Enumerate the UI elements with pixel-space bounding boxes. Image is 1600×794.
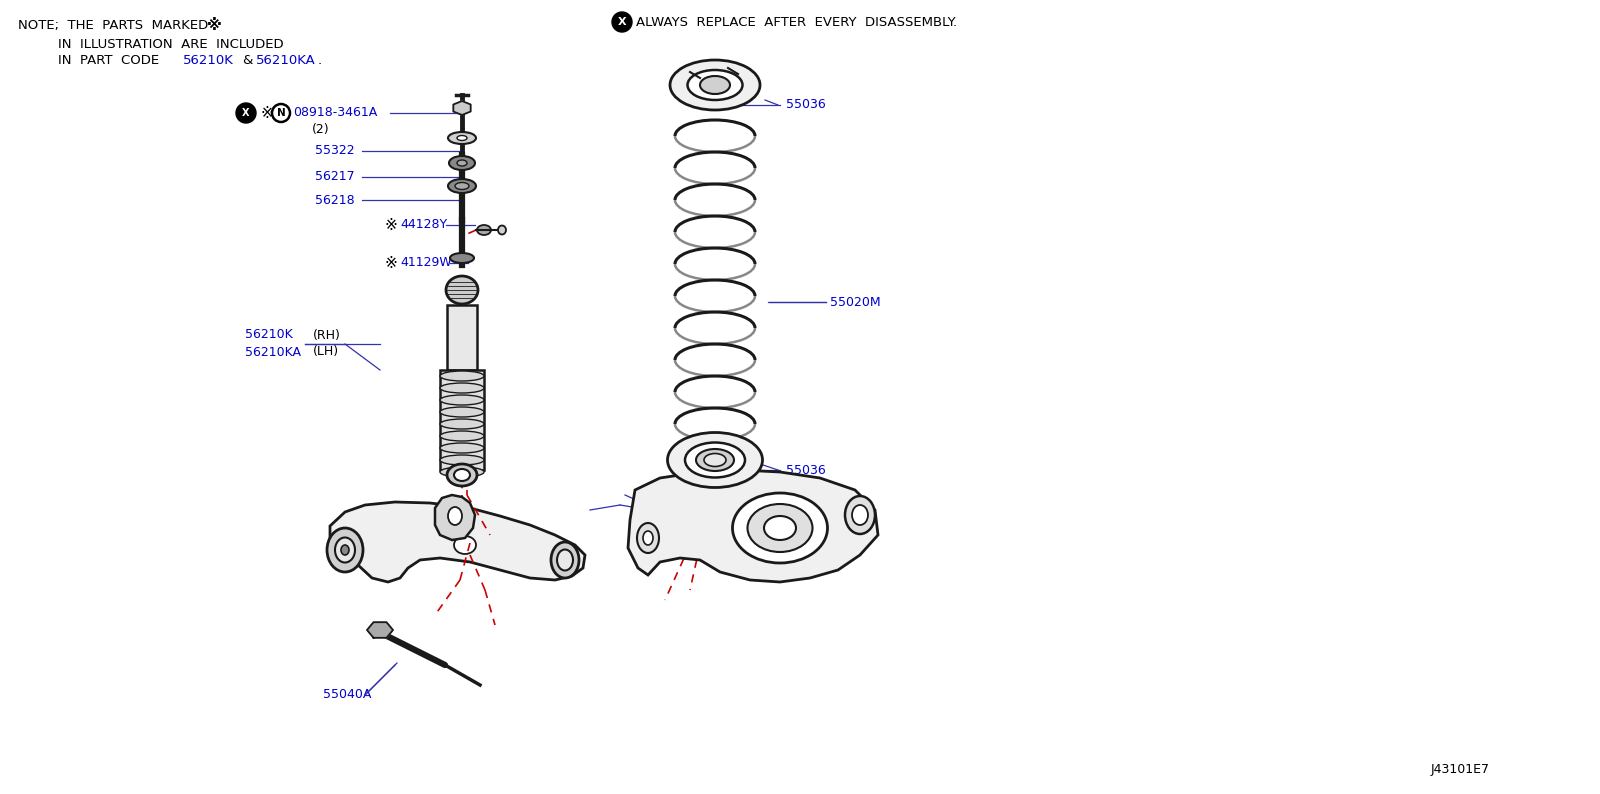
Ellipse shape [448, 179, 477, 193]
Text: ALWAYS  REPLACE  AFTER  EVERY  DISASSEMBLY.: ALWAYS REPLACE AFTER EVERY DISASSEMBLY. [637, 16, 957, 29]
Ellipse shape [733, 493, 827, 563]
Ellipse shape [688, 70, 742, 100]
PathPatch shape [627, 470, 878, 582]
Ellipse shape [446, 464, 477, 486]
Text: ※: ※ [386, 218, 398, 233]
Ellipse shape [341, 545, 349, 555]
Ellipse shape [450, 156, 475, 170]
Polygon shape [366, 622, 394, 638]
Ellipse shape [448, 132, 477, 144]
Ellipse shape [458, 160, 467, 166]
Ellipse shape [454, 183, 469, 190]
Text: 55036: 55036 [786, 464, 826, 476]
Text: IN  PART  CODE: IN PART CODE [58, 55, 158, 67]
Ellipse shape [696, 449, 734, 471]
Ellipse shape [851, 505, 867, 525]
Text: 44128Y: 44128Y [400, 218, 446, 232]
Text: 55036: 55036 [786, 98, 826, 111]
Ellipse shape [326, 528, 363, 572]
Ellipse shape [458, 136, 467, 141]
Text: 55322: 55322 [315, 145, 355, 157]
Text: 56210KA: 56210KA [245, 345, 301, 359]
Text: 55040A: 55040A [323, 688, 371, 702]
Text: N: N [277, 108, 285, 118]
Text: 56210K: 56210K [245, 329, 293, 341]
Text: (2): (2) [312, 124, 330, 137]
Text: (RH): (RH) [314, 329, 341, 341]
Ellipse shape [667, 433, 763, 488]
Ellipse shape [440, 431, 483, 441]
Text: ※: ※ [261, 106, 274, 121]
Ellipse shape [454, 469, 470, 481]
Polygon shape [453, 101, 470, 115]
Text: (RH): (RH) [731, 499, 758, 511]
Ellipse shape [701, 76, 730, 94]
Ellipse shape [845, 496, 875, 534]
Text: IN  ILLUSTRATION  ARE  INCLUDED: IN ILLUSTRATION ARE INCLUDED [58, 37, 283, 51]
FancyBboxPatch shape [440, 370, 483, 470]
Ellipse shape [454, 536, 477, 554]
Ellipse shape [334, 538, 355, 562]
Ellipse shape [557, 549, 573, 571]
Ellipse shape [440, 395, 483, 405]
Text: 08918-3461A: 08918-3461A [293, 106, 378, 120]
Text: ※: ※ [386, 256, 398, 271]
Ellipse shape [747, 504, 813, 552]
Ellipse shape [498, 225, 506, 234]
Circle shape [611, 12, 632, 32]
PathPatch shape [435, 495, 475, 540]
Text: 55020M: 55020M [830, 295, 880, 309]
Ellipse shape [477, 225, 491, 235]
Circle shape [237, 103, 256, 123]
Text: 551A0+A: 551A0+A [667, 515, 726, 529]
Ellipse shape [765, 516, 797, 540]
Text: 41129W: 41129W [400, 256, 451, 269]
Ellipse shape [446, 276, 478, 304]
Ellipse shape [637, 523, 659, 553]
Ellipse shape [440, 371, 483, 381]
Ellipse shape [450, 253, 474, 263]
Text: NOTE;  THE  PARTS  MARKED: NOTE; THE PARTS MARKED [18, 20, 208, 33]
Ellipse shape [440, 407, 483, 417]
Ellipse shape [440, 443, 483, 453]
Text: 56210K: 56210K [182, 55, 234, 67]
Text: X: X [618, 17, 626, 27]
Text: 56210KA: 56210KA [256, 55, 315, 67]
Ellipse shape [440, 419, 483, 429]
Ellipse shape [643, 531, 653, 545]
Text: &: & [242, 55, 253, 67]
Ellipse shape [448, 507, 462, 525]
Text: J43101E7: J43101E7 [1430, 764, 1490, 777]
Text: X: X [242, 108, 250, 118]
Ellipse shape [670, 60, 760, 110]
Text: 551B0M: 551B0M [802, 506, 853, 518]
Ellipse shape [704, 453, 726, 467]
Ellipse shape [685, 442, 746, 477]
Ellipse shape [550, 542, 579, 578]
Ellipse shape [440, 455, 483, 465]
Text: .: . [318, 55, 322, 67]
FancyBboxPatch shape [446, 305, 477, 370]
Text: (LH): (LH) [731, 515, 757, 529]
Text: ※: ※ [206, 17, 222, 33]
Text: (LH): (LH) [314, 345, 339, 359]
Ellipse shape [440, 383, 483, 393]
Text: 56218: 56218 [315, 194, 355, 206]
Text: 551A0: 551A0 [667, 499, 707, 511]
Text: 56217: 56217 [315, 171, 355, 183]
PathPatch shape [330, 502, 586, 582]
Ellipse shape [440, 467, 483, 477]
